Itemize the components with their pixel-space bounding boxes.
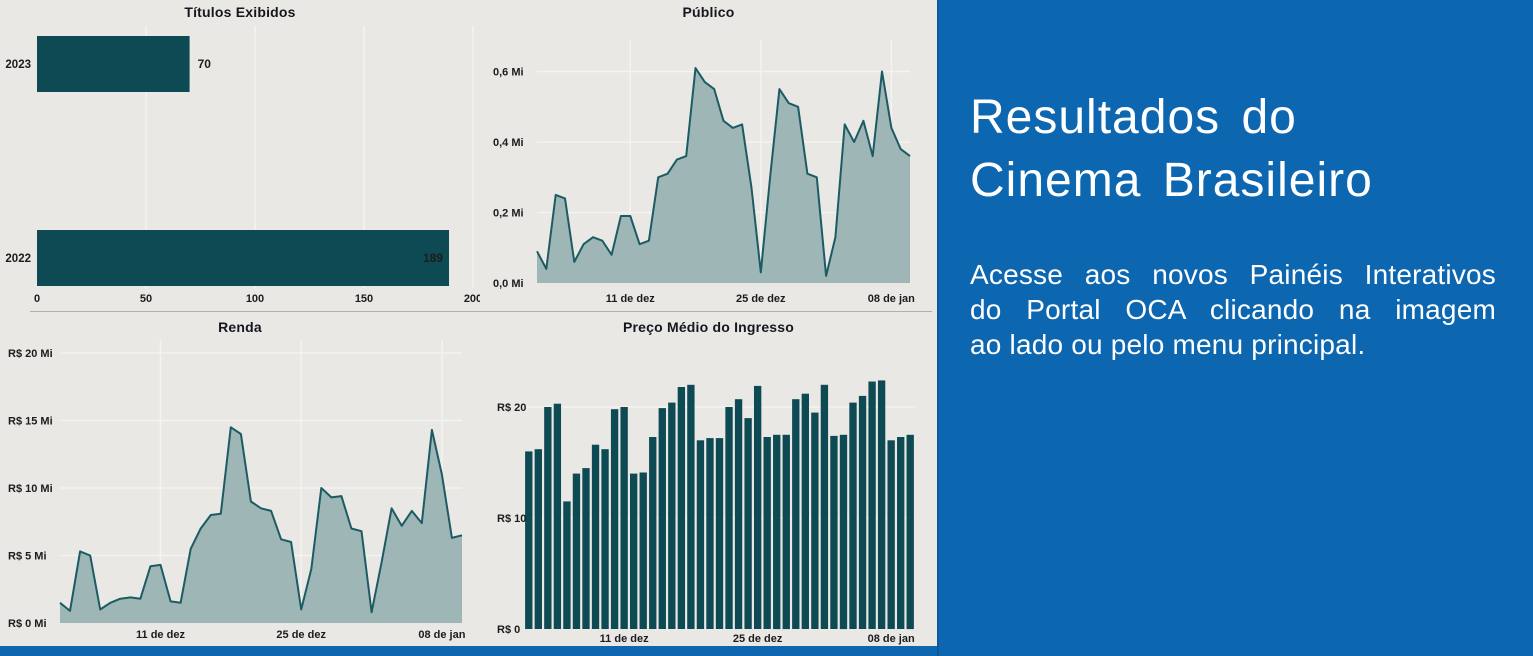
svg-text:R$ 5 Mi: R$ 5 Mi — [8, 551, 47, 563]
svg-text:25 de dez: 25 de dez — [736, 293, 786, 305]
svg-text:R$ 10 Mi: R$ 10 Mi — [8, 483, 53, 495]
panel-title: Resultados do Cinema Brasileiro — [970, 86, 1503, 212]
svg-text:R$ 0: R$ 0 — [497, 624, 520, 636]
chart-title-publico: Público — [682, 4, 735, 20]
svg-text:08 de jan: 08 de jan — [418, 629, 465, 641]
svg-text:11 de dez: 11 de dez — [600, 633, 649, 645]
chart-publico: Público 0,0 Mi 0,2 Mi 0,4 Mi 0,6 Mi 11 de de… — [480, 0, 937, 312]
panel-body-line2: do Portal OCA clicando na imagem — [970, 294, 1496, 325]
chart-titulos-exibidos: Títulos Exibidos 2023 70 2022 189 0 50 100 150 2… — [0, 0, 480, 312]
promo-panel: Resultados do Cinema Brasileiro Acesse a… — [937, 0, 1533, 656]
panel-title-line2: Cinema Brasileiro — [970, 154, 1373, 207]
svg-text:R$ 10: R$ 10 — [497, 513, 526, 525]
panel-body-line3: ao lado ou pelo menu principal. — [970, 329, 1366, 360]
svg-text:25 de dez: 25 de dez — [276, 629, 326, 641]
panel-body: Acesse aos novos Painéis Interativos do … — [970, 257, 1496, 362]
svg-text:11 de dez: 11 de dez — [136, 629, 185, 641]
svg-text:0,6 Mi: 0,6 Mi — [493, 67, 524, 79]
publico-area-chart: 0,0 Mi 0,2 Mi 0,4 Mi 0,6 Mi 11 de dez 25 de d… — [493, 40, 915, 305]
svg-text:08 de jan: 08 de jan — [868, 293, 915, 305]
svg-text:0,2 Mi: 0,2 Mi — [493, 208, 524, 220]
chart-title-renda: Renda — [218, 319, 262, 335]
panel-body-line1: Acesse aos novos Painéis Interativos — [970, 259, 1496, 290]
svg-text:189: 189 — [423, 251, 443, 265]
svg-text:0,4 Mi: 0,4 Mi — [493, 137, 524, 149]
svg-text:150: 150 — [355, 293, 373, 305]
svg-text:08 de jan: 08 de jan — [868, 633, 915, 645]
svg-text:R$ 15 Mi: R$ 15 Mi — [8, 416, 53, 428]
svg-text:50: 50 — [140, 293, 152, 305]
bottom-accent-strip — [0, 646, 937, 656]
svg-text:0: 0 — [34, 293, 40, 305]
svg-text:70: 70 — [198, 57, 212, 71]
svg-text:2023: 2023 — [5, 59, 31, 71]
svg-text:11 de dez: 11 de dez — [606, 293, 655, 305]
svg-text:25 de dez: 25 de dez — [733, 633, 783, 645]
chart-title-preco: Preço Médio do Ingresso — [622, 319, 795, 335]
preco-bar-chart: R$ 0 R$ 10 R$ 20 11 de dez 25 de dez 08 de ja… — [497, 380, 915, 645]
svg-text:100: 100 — [246, 293, 264, 305]
chart-title-titulos: Títulos Exibidos — [184, 4, 296, 20]
svg-text:R$ 20: R$ 20 — [497, 402, 526, 414]
svg-text:R$ 20 Mi: R$ 20 Mi — [8, 348, 53, 360]
panel-title-line1: Resultados do — [970, 91, 1297, 144]
svg-text:0,0 Mi: 0,0 Mi — [493, 278, 524, 290]
svg-text:200: 200 — [464, 293, 480, 305]
svg-text:R$ 0 Mi: R$ 0 Mi — [8, 618, 47, 630]
dashboard-image-link[interactable]: Títulos Exibidos 2023 70 2022 189 0 50 100 150 2… — [0, 0, 937, 656]
titulos-bar-chart: 2023 70 2022 189 0 50 100 150 200 — [5, 26, 480, 305]
renda-area-chart: R$ 0 Mi R$ 5 Mi R$ 10 Mi R$ 15 Mi R$ 20 Mi 11… — [8, 340, 466, 641]
chart-renda: Renda R$ 0 Mi R$ 5 Mi R$ 10 Mi R$ 15 Mi R$ 2… — [0, 312, 480, 646]
svg-text:2022: 2022 — [5, 253, 31, 265]
chart-preco-medio: Preço Médio do Ingresso R$ 0 R$ 10 R$ 20 11… — [480, 312, 937, 646]
